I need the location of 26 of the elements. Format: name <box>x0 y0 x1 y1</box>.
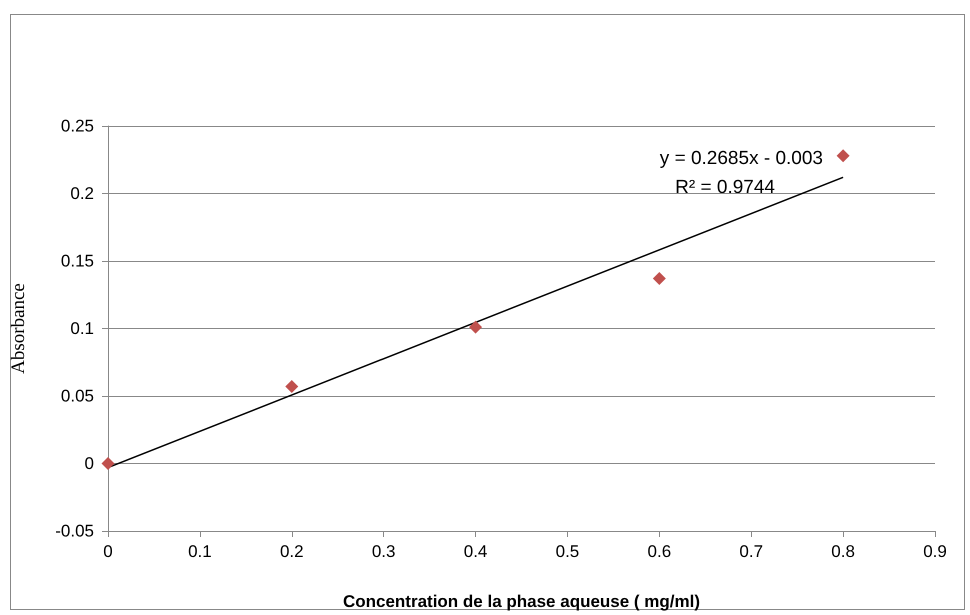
x-axis-title: Concentration de la phase aqueuse ( mg/ml) <box>342 592 700 611</box>
x-tick-label: 0.5 <box>556 542 580 561</box>
x-tick-label: 0.7 <box>739 542 764 561</box>
y-tick-label: 0.2 <box>70 184 94 203</box>
x-tick-label: 0.8 <box>831 542 855 561</box>
x-tick-label: 0 <box>103 542 113 561</box>
y-axis-title: Absorbance <box>8 283 29 374</box>
x-tick-label: 0.3 <box>372 542 396 561</box>
point <box>652 272 666 286</box>
point <box>836 149 850 162</box>
point <box>102 457 114 470</box>
point <box>285 380 298 394</box>
point <box>469 320 482 334</box>
annotation: y = 0.2685x - 0.003 <box>660 148 824 169</box>
y-tick-label: -0.05 <box>55 522 94 540</box>
y-tick-label: 0.1 <box>70 319 94 338</box>
y-tick-label: 0.25 <box>60 116 94 136</box>
annotation: R² = 0.9744 <box>675 177 776 198</box>
x-tick-label: 0.1 <box>188 542 212 561</box>
x-tick-label: 0.6 <box>648 542 672 561</box>
y-tick-label: 0 <box>84 454 94 473</box>
y-tick-label: 0.15 <box>60 252 94 270</box>
y-tick-label: 0.05 <box>60 386 94 406</box>
x-tick-label: 0.4 <box>464 542 488 561</box>
x-tick-label: 0.9 <box>923 542 947 561</box>
x-tick-label: 0.2 <box>280 542 304 561</box>
